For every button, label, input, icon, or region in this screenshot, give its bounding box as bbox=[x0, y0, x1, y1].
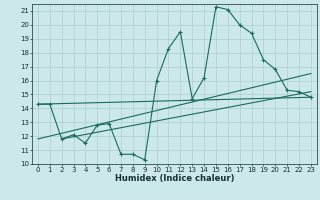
X-axis label: Humidex (Indice chaleur): Humidex (Indice chaleur) bbox=[115, 174, 234, 183]
